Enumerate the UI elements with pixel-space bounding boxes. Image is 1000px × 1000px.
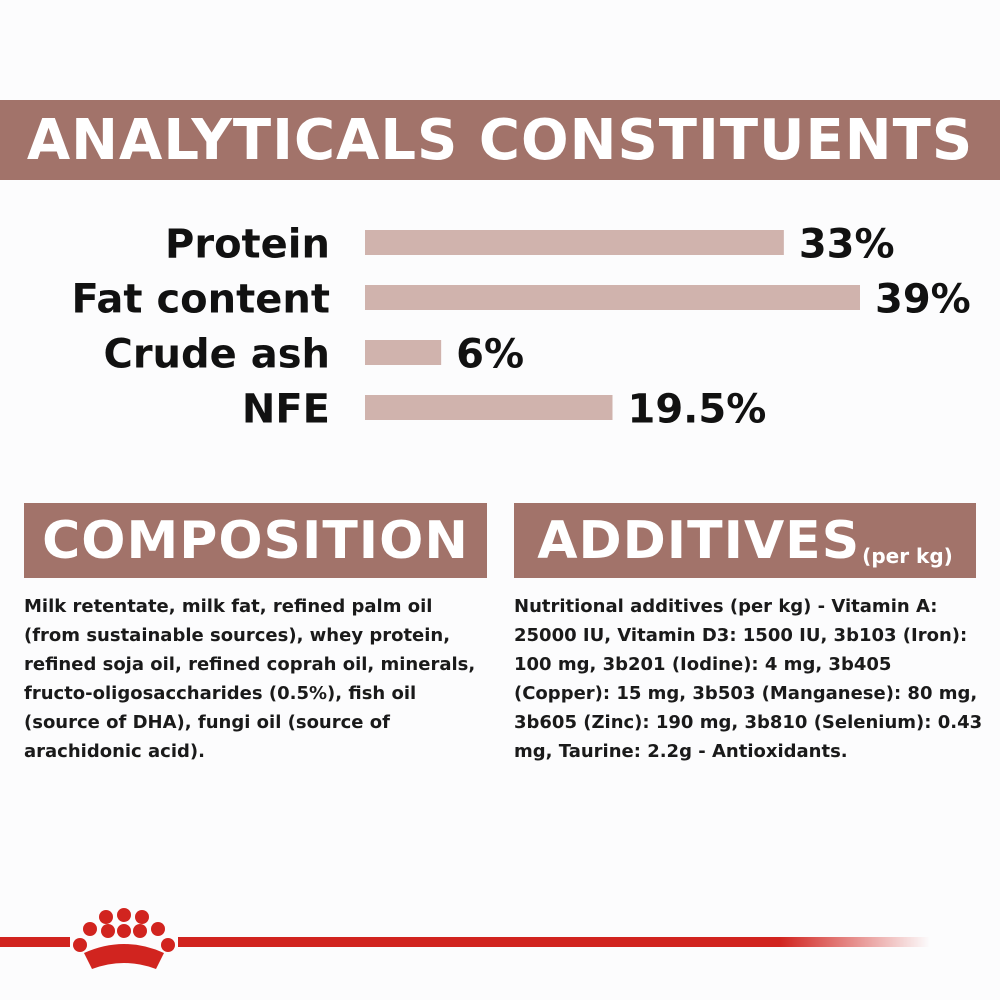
category-label: Fat content [71,277,330,323]
category-label: Crude ash [103,332,330,378]
composition-text: Milk retentate, milk fat, refined palm o… [24,596,476,762]
additives-text: Nutritional additives (per kg) - Vitamin… [514,596,983,762]
footer-stripe-right [178,937,930,947]
value-label: 33% [799,222,895,268]
constituents-bar-chart: Protein 33% Fat content 39% Crude ash 6% NFE 19… [71,222,971,433]
additives-heading-sub: (per kg) [862,544,953,568]
bar [365,285,860,310]
analyticals-title: ANALYTICALS CONSTITUENTS [26,107,974,173]
bar [365,230,784,255]
royal-canin-crown-icon [73,908,175,969]
bar [365,340,442,365]
composition-banner: COMPOSITION [24,503,487,578]
value-label: 6% [456,332,524,378]
footer-brand-stripe [0,908,930,969]
additives-banner: ADDITIVES (per kg) [514,503,976,578]
footer-stripe-left [0,937,70,947]
value-label: 39% [875,277,971,323]
bar [365,395,613,420]
additives-heading: ADDITIVES [537,510,861,571]
analyticals-banner: ANALYTICALS CONSTITUENTS [0,100,1000,180]
composition-heading: COMPOSITION [42,510,469,571]
category-label: NFE [242,387,330,433]
category-label: Protein [165,222,330,268]
value-label: 19.5% [628,387,767,433]
